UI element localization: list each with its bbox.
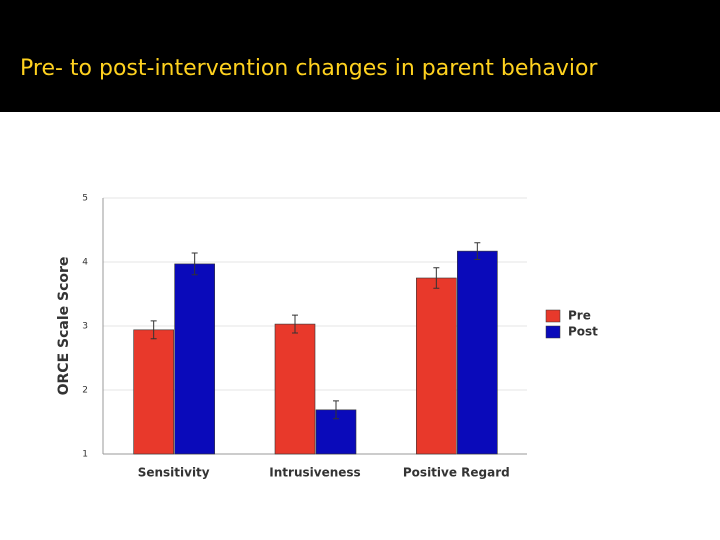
- bar: [457, 250, 498, 455]
- bar: [174, 263, 215, 455]
- bar: [133, 329, 174, 455]
- y-tick-label: 3: [82, 322, 88, 332]
- error-bar: [333, 400, 339, 420]
- y-tick-label: 4: [82, 258, 88, 268]
- error-bar: [191, 252, 198, 276]
- y-tick-label: 2: [82, 386, 88, 396]
- x-tick-label: Intrusiveness: [269, 466, 360, 480]
- legend-swatch: [545, 309, 561, 323]
- legend-swatch: [545, 325, 561, 339]
- bar: [274, 323, 316, 455]
- x-tick-label: Positive Regard: [403, 466, 510, 480]
- bar: [416, 277, 457, 455]
- legend-label: Post: [568, 325, 598, 339]
- y-tick-label: 5: [82, 194, 88, 204]
- header-band: [0, 0, 720, 112]
- error-bar: [433, 267, 440, 289]
- error-bar: [150, 320, 157, 340]
- slide-title: Pre- to post-intervention changes in par…: [20, 56, 598, 81]
- y-tick-label: 1: [82, 450, 88, 460]
- error-bar: [292, 314, 298, 334]
- y-axis-label: ORCE Scale Score: [56, 257, 72, 396]
- error-bar: [474, 242, 481, 260]
- x-tick-label: Sensitivity: [138, 466, 210, 480]
- legend-label: Pre: [568, 309, 591, 323]
